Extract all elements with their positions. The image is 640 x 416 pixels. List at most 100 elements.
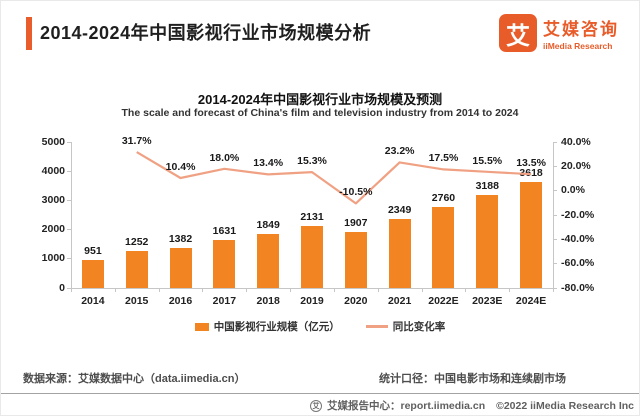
bar-value-label: 2131	[300, 210, 324, 223]
y-right-tick	[553, 263, 557, 265]
y-left-tick	[67, 229, 71, 231]
bar-value-label: 1907	[344, 217, 368, 230]
legend-item-bar: 中国影视行业规模（亿元）	[194, 319, 340, 334]
bar-series-swatch-icon	[194, 322, 209, 331]
x-axis-tick	[465, 288, 467, 292]
y-left-tick	[67, 287, 71, 289]
statistic-scope-note: 统计口径：中国电影市场和连续剧市场	[379, 373, 566, 385]
plot-area: 0 1000 2000 3000 4000 5000 40.0% 20.0% 0.0% -20.0…	[42, 135, 595, 307]
x-tick-label: 2024E	[515, 295, 547, 307]
logo-name-cn: 艾媒咨询	[543, 20, 619, 39]
bar	[125, 251, 148, 288]
bar	[257, 234, 280, 288]
y-right-tick	[553, 238, 557, 240]
bar-value-label: 1849	[256, 219, 280, 231]
line-point-label: 10.4%	[165, 161, 196, 173]
yoy-change-line	[136, 151, 532, 205]
footer: 艾 艾媒报告中心：report.iimedia.cn ©2022 iiMedia…	[310, 398, 634, 413]
x-axis	[71, 288, 554, 289]
bar	[476, 194, 499, 288]
x-axis-tick	[377, 288, 379, 292]
y-right-tick-label: -80.0%	[561, 281, 595, 294]
y-right-tick-label: 20.0%	[561, 159, 591, 172]
x-axis-tick	[71, 288, 72, 292]
y-left-tick-label: 3000	[41, 193, 65, 206]
x-axis-tick	[114, 288, 116, 292]
y-right-tick	[553, 214, 557, 216]
bar-value-label: 951	[84, 245, 102, 258]
line-point-label: 15.3%	[297, 155, 327, 168]
line-series-swatch-icon	[365, 325, 388, 328]
x-tick-label: 2017	[212, 295, 237, 307]
bar-value-label: 2760	[431, 192, 456, 205]
bar	[344, 232, 367, 288]
y-left-tick	[67, 141, 71, 143]
x-tick-label: 2018	[256, 295, 280, 307]
x-tick-label: 2015	[125, 295, 149, 307]
x-tick-label: 2019	[300, 295, 324, 307]
x-tick-label: 2014	[81, 295, 105, 307]
x-axis-tick	[290, 288, 292, 292]
bar	[169, 247, 192, 288]
logo-text: 艾媒咨询 iiMedia Research	[543, 15, 619, 51]
y-left-tick	[67, 199, 71, 201]
y-left-tick-label: 0	[59, 281, 65, 294]
y-right-tick-label: 0.0%	[561, 184, 585, 197]
bar	[213, 240, 236, 288]
x-tick-label: 2021	[387, 295, 412, 307]
chart-subtitle: The scale and forecast of China's film a…	[121, 107, 519, 119]
line-point-label: 13.4%	[253, 157, 284, 170]
x-axis-tick	[509, 288, 511, 292]
y-left-tick-label: 5000	[41, 135, 65, 148]
bar-value-label: 3188	[475, 179, 499, 192]
x-axis-tick	[246, 288, 248, 292]
bar-value-label: 1382	[168, 232, 193, 245]
y-axis-right	[553, 142, 554, 289]
footer-report-center[interactable]: 艾媒报告中心：report.iimedia.cn	[327, 400, 486, 412]
y-right-tick-label: -20.0%	[561, 208, 595, 221]
line-point-label: 15.5%	[472, 154, 503, 167]
bar	[432, 207, 455, 288]
x-axis-tick	[421, 288, 423, 292]
y-left-tick-label: 2000	[41, 223, 65, 236]
bar	[388, 219, 411, 288]
y-right-tick	[553, 165, 557, 167]
line-point-label: 13.5%	[516, 157, 546, 170]
x-axis-tick	[553, 288, 554, 292]
footer-copyright: ©2022 iiMedia Research Inc	[496, 399, 634, 412]
y-right-tick-label: -40.0%	[561, 232, 595, 245]
y-left-tick	[67, 170, 71, 172]
y-right-tick	[553, 287, 557, 289]
line-point-label: 18.0%	[209, 151, 240, 164]
page-title: 2014-2024年中国影视行业市场规模分析	[40, 23, 372, 43]
x-tick-label: 2023E	[472, 295, 503, 307]
legend-line-label: 同比变化率	[392, 321, 446, 333]
y-axis-left	[71, 142, 72, 289]
bar-value-label: 2349	[387, 204, 412, 217]
legend-item-line: 同比变化率	[365, 319, 446, 334]
line-point-label: 23.2%	[384, 145, 415, 158]
line-point-label: 31.7%	[121, 135, 152, 148]
title-accent-bar	[26, 17, 32, 50]
x-tick-label: 2016	[168, 295, 193, 307]
x-axis-tick	[333, 288, 335, 292]
bar	[520, 182, 543, 288]
line-point-label: 17.5%	[428, 152, 459, 165]
bar-value-label: 1631	[212, 225, 237, 238]
y-left-tick-label: 4000	[41, 164, 65, 177]
x-tick-label: 2020	[344, 295, 368, 307]
y-right-tick-label: -60.0%	[561, 257, 595, 270]
iimedia-logo-icon: 艾	[499, 14, 537, 52]
x-tick-label: 2022E	[428, 295, 459, 307]
bar-value-label: 1252	[125, 236, 149, 249]
iimedia-badge-icon: 艾	[310, 399, 322, 412]
data-source-note: 数据来源：艾媒数据中心（data.iimedia.cn）	[23, 373, 246, 385]
logo-name-en: iiMedia Research	[543, 41, 613, 51]
bar	[301, 225, 323, 288]
y-left-tick	[67, 258, 71, 260]
x-axis-tick	[202, 288, 204, 292]
y-right-tick-label: 40.0%	[561, 135, 591, 148]
y-right-tick	[553, 190, 557, 192]
line-point-label: -10.5%	[339, 186, 373, 199]
